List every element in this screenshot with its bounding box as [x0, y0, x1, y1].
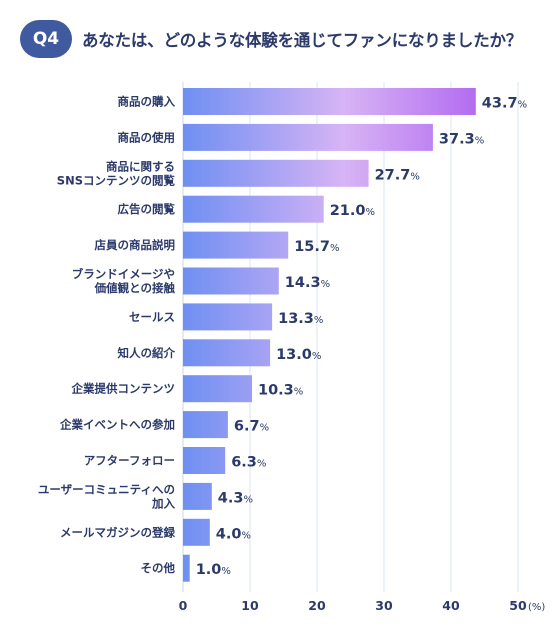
category-label: その他	[141, 561, 176, 575]
value-label: 15.7%	[294, 239, 339, 255]
bar	[183, 411, 228, 439]
bar	[183, 339, 271, 367]
value-label: 4.3%	[218, 490, 253, 506]
value-label: 6.3%	[231, 455, 266, 471]
x-tick-label: 30	[375, 598, 393, 613]
bar	[183, 447, 226, 474]
bar	[183, 518, 210, 546]
bar	[183, 123, 433, 151]
x-tick-label: 10	[241, 598, 259, 613]
bar	[183, 267, 279, 295]
value-label: 6.7%	[234, 419, 269, 435]
value-label: 21.0%	[330, 203, 375, 219]
bar	[183, 375, 253, 403]
category-label: 企業提供コンテンツ	[71, 382, 176, 396]
bar	[183, 554, 190, 582]
question-title: あなたは、どのような体験を通じてファンになりましたか？	[82, 31, 523, 50]
category-label: アフターフォロー	[84, 454, 175, 468]
value-label: 37.3%	[439, 131, 484, 147]
category-label: 商品の購入	[118, 95, 176, 109]
value-label: 4.0%	[216, 526, 251, 542]
category-label: 店員の商品説明	[95, 238, 176, 252]
category-label: 広告の閲覧	[118, 202, 176, 216]
category-label: 商品に関する SNSコンテンツの閲覧	[57, 159, 176, 187]
bar	[183, 303, 273, 331]
value-label: 43.7%	[482, 96, 527, 112]
bars	[183, 88, 476, 582]
gridlines	[182, 82, 519, 592]
category-label: ブランドイメージや価値観との接触	[72, 267, 176, 295]
category-label: メールマガジンの登録	[60, 525, 175, 539]
x-tick-label: 20	[308, 598, 326, 613]
x-axis-ticks: 0 10 20 30 40 50 (%)	[179, 598, 546, 613]
question-number-badge: Q4	[20, 20, 72, 58]
bar	[183, 482, 212, 510]
category-label: 企業イベントへの参加	[59, 418, 175, 432]
bar	[183, 88, 476, 115]
bar	[183, 231, 289, 259]
bar	[183, 195, 324, 223]
value-labels: 43.7% 37.3% 27.7% 21.0% 15.7% 14.3% 13.3% 13.0%…	[196, 96, 527, 579]
category-label: 知人の紹介	[117, 346, 176, 360]
value-label: 14.3%	[285, 275, 330, 291]
x-axis-unit-label: (%)	[528, 602, 545, 613]
value-label: 13.0%	[276, 347, 321, 363]
category-label: 商品の使用	[118, 130, 176, 144]
question-header: Q4 あなたは、どのような体験を通じてファンになりましたか？	[20, 20, 550, 60]
value-label: 1.0%	[196, 562, 231, 578]
x-tick-label: 50	[509, 598, 527, 613]
x-tick-label: 0	[179, 598, 188, 613]
category-label: セールス	[129, 310, 175, 324]
category-label: ユーザーコミュニティへの加入	[38, 482, 176, 510]
bar	[183, 159, 369, 187]
value-label: 13.3%	[278, 311, 323, 327]
value-label: 27.7%	[375, 167, 420, 183]
value-label: 10.3%	[258, 383, 303, 399]
x-tick-label: 40	[442, 598, 460, 613]
